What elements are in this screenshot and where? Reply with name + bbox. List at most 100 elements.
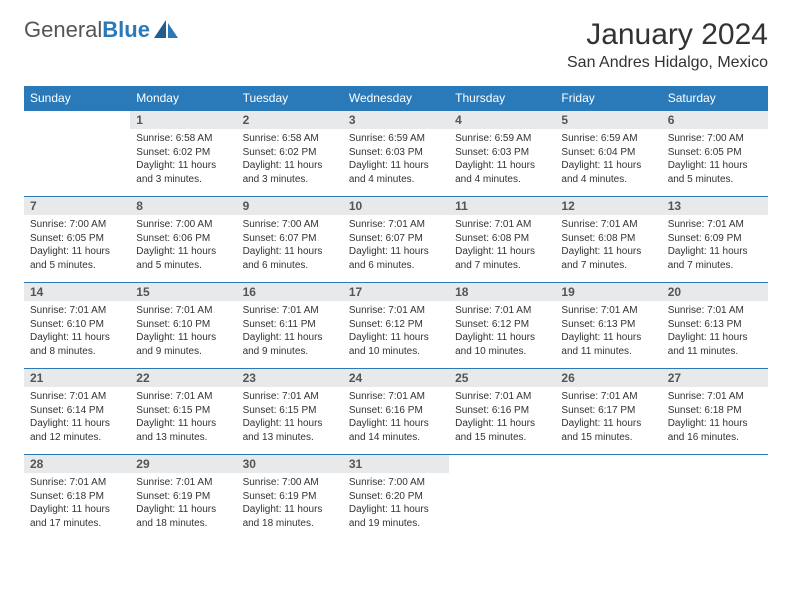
calendar-cell: 14Sunrise: 7:01 AMSunset: 6:10 PMDayligh… (24, 283, 130, 369)
day-line: Sunset: 6:03 PM (455, 146, 549, 160)
day-line: and 12 minutes. (30, 431, 124, 445)
day-line: Daylight: 11 hours (30, 417, 124, 431)
weekday-header-row: Sunday Monday Tuesday Wednesday Thursday… (24, 86, 768, 111)
day-line: and 7 minutes. (668, 259, 762, 273)
day-line: Sunset: 6:16 PM (349, 404, 443, 418)
day-line: Daylight: 11 hours (455, 245, 549, 259)
day-line: and 15 minutes. (455, 431, 549, 445)
calendar-cell: 10Sunrise: 7:01 AMSunset: 6:07 PMDayligh… (343, 197, 449, 283)
day-line: Sunrise: 7:01 AM (243, 304, 337, 318)
logo-part2: Blue (102, 17, 150, 42)
calendar-cell: 16Sunrise: 7:01 AMSunset: 6:11 PMDayligh… (237, 283, 343, 369)
day-line: Sunset: 6:11 PM (243, 318, 337, 332)
day-line: and 17 minutes. (30, 517, 124, 531)
calendar-cell: 28Sunrise: 7:01 AMSunset: 6:18 PMDayligh… (24, 455, 130, 541)
day-line: and 3 minutes. (136, 173, 230, 187)
day-body: Sunrise: 7:01 AMSunset: 6:19 PMDaylight:… (130, 473, 236, 534)
day-number: 2 (237, 111, 343, 129)
calendar-cell: 27Sunrise: 7:01 AMSunset: 6:18 PMDayligh… (662, 369, 768, 455)
day-line: Sunset: 6:18 PM (668, 404, 762, 418)
day-body: Sunrise: 7:01 AMSunset: 6:12 PMDaylight:… (343, 301, 449, 362)
day-body (449, 473, 555, 480)
calendar-cell: 19Sunrise: 7:01 AMSunset: 6:13 PMDayligh… (555, 283, 661, 369)
day-line: Daylight: 11 hours (136, 503, 230, 517)
day-line: Sunset: 6:15 PM (243, 404, 337, 418)
day-line: and 4 minutes. (561, 173, 655, 187)
day-line: Sunrise: 6:58 AM (136, 132, 230, 146)
day-number: 9 (237, 197, 343, 215)
calendar-cell: 21Sunrise: 7:01 AMSunset: 6:14 PMDayligh… (24, 369, 130, 455)
calendar-cell: . (24, 111, 130, 197)
day-line: Sunrise: 6:59 AM (455, 132, 549, 146)
day-line: and 4 minutes. (455, 173, 549, 187)
day-line: Sunrise: 7:01 AM (349, 218, 443, 232)
day-line: Daylight: 11 hours (30, 331, 124, 345)
day-line: Daylight: 11 hours (668, 245, 762, 259)
day-line: Sunset: 6:17 PM (561, 404, 655, 418)
day-line: Sunrise: 7:01 AM (136, 390, 230, 404)
day-line: Sunset: 6:20 PM (349, 490, 443, 504)
day-number: 22 (130, 369, 236, 387)
day-body: Sunrise: 7:01 AMSunset: 6:12 PMDaylight:… (449, 301, 555, 362)
day-line: Daylight: 11 hours (561, 245, 655, 259)
day-line: Daylight: 11 hours (243, 245, 337, 259)
day-line: Sunset: 6:03 PM (349, 146, 443, 160)
logo-part1: General (24, 17, 102, 42)
weekday-header: Tuesday (237, 86, 343, 111)
day-line: Sunrise: 7:01 AM (455, 304, 549, 318)
day-line: Sunrise: 7:00 AM (243, 476, 337, 490)
day-body: Sunrise: 7:00 AMSunset: 6:05 PMDaylight:… (662, 129, 768, 190)
day-number: 1 (130, 111, 236, 129)
day-body: Sunrise: 7:01 AMSunset: 6:07 PMDaylight:… (343, 215, 449, 276)
day-line: and 7 minutes. (561, 259, 655, 273)
day-line: and 9 minutes. (243, 345, 337, 359)
weekday-header: Monday (130, 86, 236, 111)
day-line: Sunset: 6:19 PM (243, 490, 337, 504)
day-line: and 6 minutes. (243, 259, 337, 273)
calendar-cell: 6Sunrise: 7:00 AMSunset: 6:05 PMDaylight… (662, 111, 768, 197)
day-body (662, 473, 768, 480)
day-line: Sunrise: 7:00 AM (30, 218, 124, 232)
calendar-cell: 5Sunrise: 6:59 AMSunset: 6:04 PMDaylight… (555, 111, 661, 197)
day-number: 13 (662, 197, 768, 215)
day-line: and 7 minutes. (455, 259, 549, 273)
day-line: and 5 minutes. (136, 259, 230, 273)
day-line: and 16 minutes. (668, 431, 762, 445)
day-body: Sunrise: 7:01 AMSunset: 6:16 PMDaylight:… (449, 387, 555, 448)
day-line: Sunrise: 6:58 AM (243, 132, 337, 146)
day-line: Daylight: 11 hours (136, 331, 230, 345)
day-line: Sunset: 6:08 PM (561, 232, 655, 246)
day-body: Sunrise: 7:01 AMSunset: 6:13 PMDaylight:… (555, 301, 661, 362)
day-line: Sunrise: 7:01 AM (136, 304, 230, 318)
day-number: 6 (662, 111, 768, 129)
day-body: Sunrise: 7:01 AMSunset: 6:15 PMDaylight:… (130, 387, 236, 448)
day-line: Daylight: 11 hours (136, 417, 230, 431)
day-line: Sunrise: 7:01 AM (349, 304, 443, 318)
day-number: 27 (662, 369, 768, 387)
day-line: and 13 minutes. (243, 431, 337, 445)
day-line: Sunset: 6:05 PM (30, 232, 124, 246)
calendar-row: 7Sunrise: 7:00 AMSunset: 6:05 PMDaylight… (24, 197, 768, 283)
day-body: Sunrise: 7:00 AMSunset: 6:05 PMDaylight:… (24, 215, 130, 276)
calendar-cell: 8Sunrise: 7:00 AMSunset: 6:06 PMDaylight… (130, 197, 236, 283)
calendar-cell: 4Sunrise: 6:59 AMSunset: 6:03 PMDaylight… (449, 111, 555, 197)
day-body: Sunrise: 7:01 AMSunset: 6:14 PMDaylight:… (24, 387, 130, 448)
day-number: 31 (343, 455, 449, 473)
day-number: 24 (343, 369, 449, 387)
day-line: Daylight: 11 hours (243, 331, 337, 345)
day-body: Sunrise: 7:01 AMSunset: 6:16 PMDaylight:… (343, 387, 449, 448)
day-body: Sunrise: 6:59 AMSunset: 6:04 PMDaylight:… (555, 129, 661, 190)
day-body: Sunrise: 6:59 AMSunset: 6:03 PMDaylight:… (343, 129, 449, 190)
day-line: Daylight: 11 hours (455, 417, 549, 431)
calendar-row: 21Sunrise: 7:01 AMSunset: 6:14 PMDayligh… (24, 369, 768, 455)
logo-text: GeneralBlue (24, 19, 150, 41)
day-body: Sunrise: 6:59 AMSunset: 6:03 PMDaylight:… (449, 129, 555, 190)
day-line: Sunset: 6:14 PM (30, 404, 124, 418)
day-line: and 13 minutes. (136, 431, 230, 445)
day-line: Sunrise: 7:01 AM (668, 390, 762, 404)
day-line: Sunrise: 7:01 AM (30, 476, 124, 490)
day-line: Sunset: 6:08 PM (455, 232, 549, 246)
day-number: 4 (449, 111, 555, 129)
day-line: and 15 minutes. (561, 431, 655, 445)
day-body (24, 129, 130, 136)
